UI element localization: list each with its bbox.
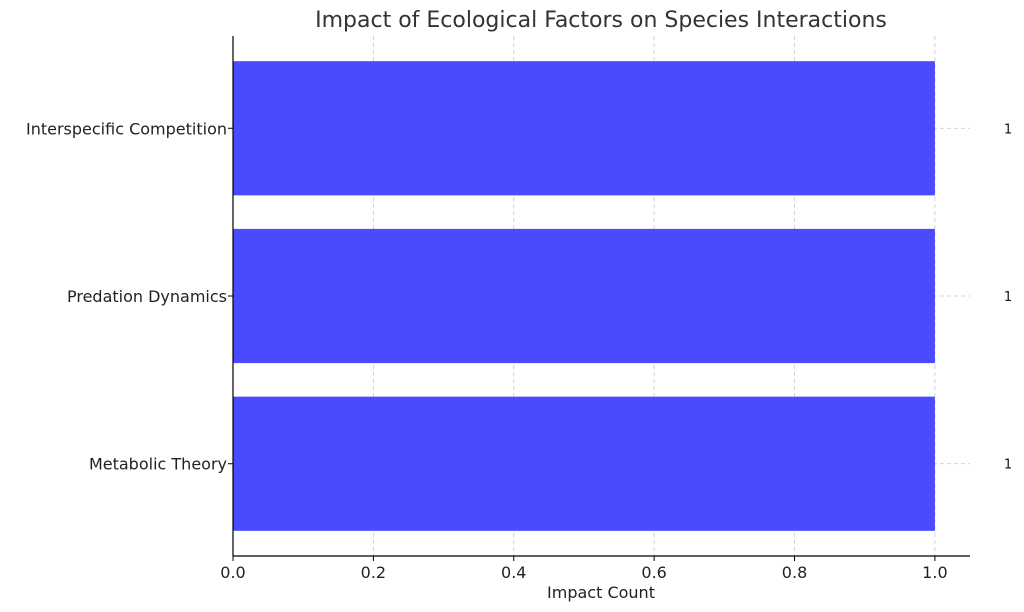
data-label: 1 bbox=[1004, 458, 1012, 473]
bars bbox=[233, 61, 935, 531]
bar bbox=[233, 61, 935, 196]
x-tick-label: 0.2 bbox=[361, 563, 386, 582]
bar bbox=[233, 396, 935, 531]
data-label: 1 bbox=[1004, 290, 1012, 305]
x-tick-label: 0.8 bbox=[782, 563, 807, 582]
y-tick-label: Metabolic Theory bbox=[89, 455, 227, 474]
bar bbox=[233, 228, 935, 364]
y-tick-label: Interspecific Competition bbox=[26, 119, 227, 138]
data-label: 1 bbox=[1004, 122, 1012, 137]
x-tick-label: 0.4 bbox=[501, 563, 526, 582]
data-labels: 1 1 1 bbox=[1004, 122, 1012, 472]
y-axis-ticks: Interspecific Competition Predation Dynam… bbox=[26, 119, 233, 474]
x-tick-label: 0.0 bbox=[220, 563, 245, 582]
x-tick-label: 1.0 bbox=[922, 563, 947, 582]
chart-title: Impact of Ecological Factors on Species … bbox=[315, 8, 887, 33]
y-tick-label: Predation Dynamics bbox=[67, 287, 227, 306]
x-axis-ticks: 0.0 0.2 0.4 0.6 0.8 1.0 bbox=[220, 556, 948, 582]
x-axis-label: Impact Count bbox=[547, 583, 655, 602]
x-tick-label: 0.6 bbox=[641, 563, 666, 582]
